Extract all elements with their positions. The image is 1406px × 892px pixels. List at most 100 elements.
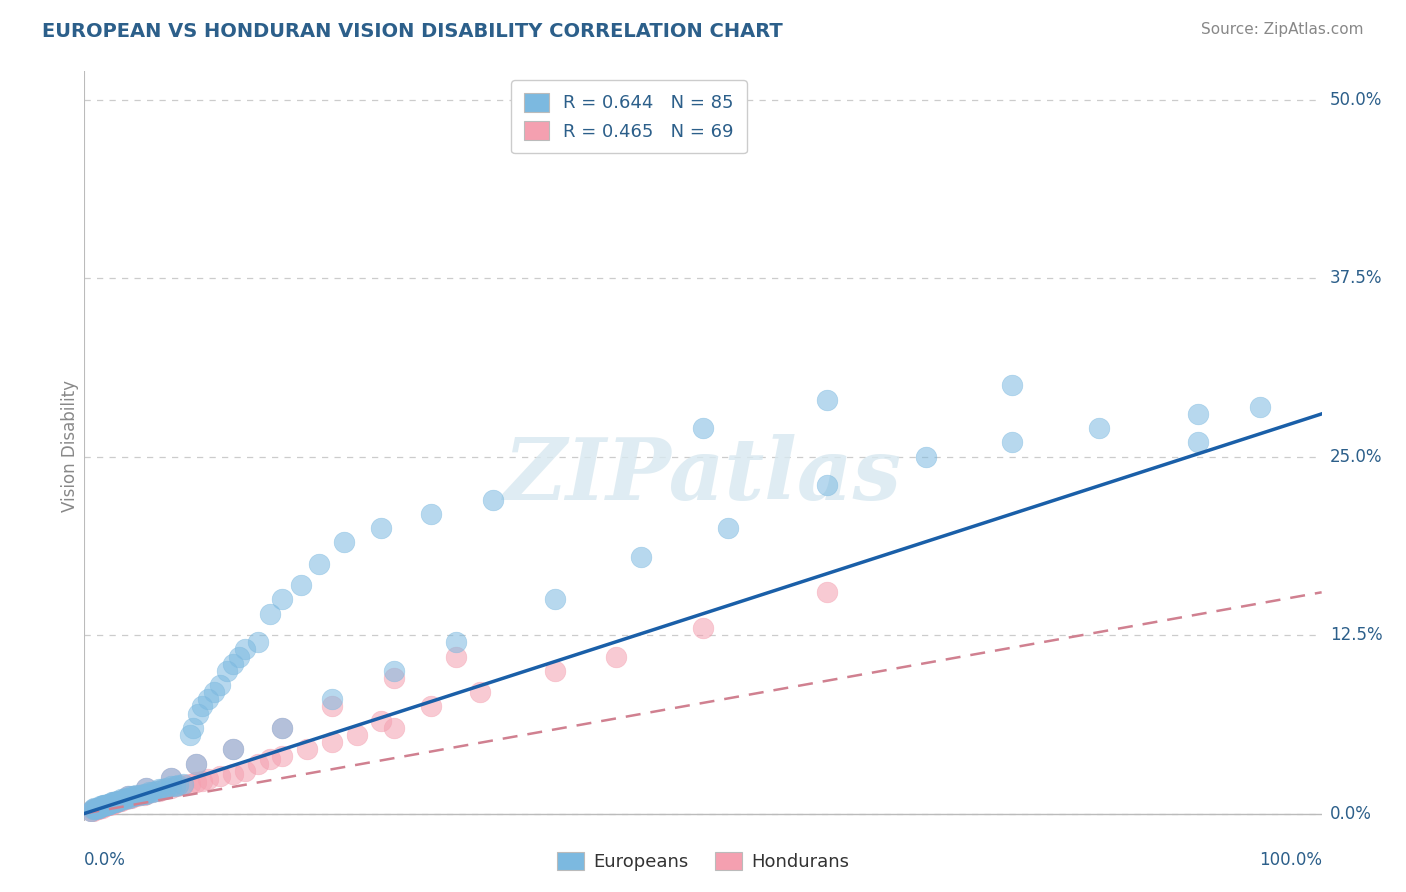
Point <box>259 607 281 621</box>
Point <box>94 797 117 812</box>
Point <box>815 585 838 599</box>
Point <box>117 789 139 804</box>
Text: 100.0%: 100.0% <box>1258 851 1322 869</box>
Point <box>104 795 127 809</box>
Text: 0.0%: 0.0% <box>1330 805 1372 822</box>
Point <box>105 795 128 809</box>
Point <box>630 549 652 564</box>
Point <box>470 685 492 699</box>
Point <box>179 776 201 790</box>
Point <box>181 721 204 735</box>
Point <box>246 635 269 649</box>
Point <box>815 478 838 492</box>
Point <box>135 787 157 801</box>
Point <box>271 749 294 764</box>
Point <box>481 492 503 507</box>
Point <box>104 795 127 809</box>
Point <box>141 785 163 799</box>
Point <box>79 804 101 818</box>
Point <box>101 795 124 809</box>
Point <box>86 802 108 816</box>
Point <box>914 450 936 464</box>
Point <box>89 801 111 815</box>
Text: 37.5%: 37.5% <box>1330 269 1382 287</box>
Point <box>202 685 225 699</box>
Point <box>129 788 152 802</box>
Point <box>321 699 343 714</box>
Legend: Europeans, Hondurans: Europeans, Hondurans <box>550 845 856 879</box>
Point <box>120 790 142 805</box>
Point <box>145 783 167 797</box>
Point <box>692 421 714 435</box>
Point <box>160 771 183 785</box>
Point <box>215 664 238 678</box>
Point <box>150 782 173 797</box>
Point <box>91 797 114 812</box>
Legend: R = 0.644   N = 85, R = 0.465   N = 69: R = 0.644 N = 85, R = 0.465 N = 69 <box>510 80 747 153</box>
Point <box>444 649 467 664</box>
Point <box>125 788 148 802</box>
Point <box>233 764 256 778</box>
Point <box>346 728 368 742</box>
Point <box>222 742 245 756</box>
Point <box>84 802 107 816</box>
Point <box>167 778 190 792</box>
Point <box>132 787 155 801</box>
Text: ZIPatlas: ZIPatlas <box>503 434 903 517</box>
Point <box>96 797 118 812</box>
Point <box>295 742 318 756</box>
Point <box>419 507 441 521</box>
Point <box>543 592 565 607</box>
Point <box>321 692 343 706</box>
Point <box>179 728 201 742</box>
Point <box>160 780 183 794</box>
Point <box>160 780 183 795</box>
Point <box>1187 407 1209 421</box>
Point <box>135 780 157 795</box>
Point <box>120 789 142 804</box>
Point <box>163 780 186 794</box>
Point <box>98 797 121 811</box>
Point <box>135 787 157 801</box>
Point <box>197 692 219 706</box>
Point <box>382 671 405 685</box>
Point <box>118 790 141 805</box>
Point <box>1249 400 1271 414</box>
Point <box>290 578 312 592</box>
Point <box>98 797 121 811</box>
Text: 0.0%: 0.0% <box>84 851 127 869</box>
Point <box>82 802 104 816</box>
Point <box>101 797 124 811</box>
Point <box>87 802 110 816</box>
Point <box>222 742 245 756</box>
Point <box>222 657 245 671</box>
Point <box>122 789 145 804</box>
Point <box>222 766 245 780</box>
Point <box>117 789 139 804</box>
Point <box>82 804 104 818</box>
Point <box>148 782 170 797</box>
Point <box>184 775 207 789</box>
Point <box>104 795 127 809</box>
Point <box>444 635 467 649</box>
Point <box>132 788 155 802</box>
Point <box>91 799 114 814</box>
Point <box>93 797 115 812</box>
Text: 25.0%: 25.0% <box>1330 448 1382 466</box>
Point <box>108 794 131 808</box>
Point <box>89 801 111 815</box>
Point <box>148 783 170 797</box>
Text: 12.5%: 12.5% <box>1330 626 1382 644</box>
Point <box>333 535 356 549</box>
Point <box>160 771 183 785</box>
Point <box>104 795 127 809</box>
Point <box>209 769 232 783</box>
Point <box>246 756 269 771</box>
Point <box>172 778 194 792</box>
Point <box>100 797 122 811</box>
Point <box>122 789 145 804</box>
Point <box>166 780 188 794</box>
Point <box>271 592 294 607</box>
Point <box>605 649 627 664</box>
Point <box>98 797 121 812</box>
